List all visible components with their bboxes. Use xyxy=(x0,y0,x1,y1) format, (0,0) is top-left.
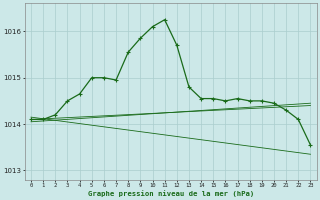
X-axis label: Graphe pression niveau de la mer (hPa): Graphe pression niveau de la mer (hPa) xyxy=(88,190,254,197)
